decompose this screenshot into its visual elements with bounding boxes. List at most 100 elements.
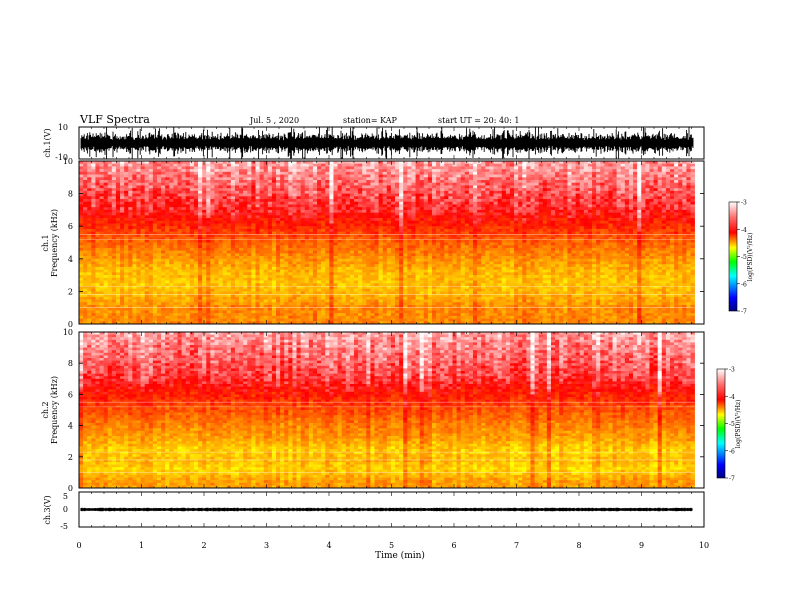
spec1-cell <box>276 199 280 202</box>
spec1-cell <box>563 202 567 205</box>
spec1-cell <box>116 164 120 167</box>
spec1-cell <box>428 202 432 205</box>
spec1-cell <box>202 191 206 194</box>
spec1-cell <box>186 191 190 194</box>
spec1-cell <box>297 175 301 178</box>
spec1-cell <box>645 196 649 199</box>
spec1-cell <box>485 202 489 205</box>
spec1-cell <box>584 164 588 167</box>
spec1-cell <box>600 185 604 188</box>
spec1-cell <box>522 175 526 178</box>
spec1-cell <box>416 164 420 167</box>
spec1-cell <box>654 164 658 167</box>
spec1-cell <box>165 166 169 169</box>
spec1-cell <box>280 180 284 183</box>
spec1-cell <box>440 175 444 178</box>
spec1-cell <box>510 183 514 186</box>
spec1-cell <box>559 199 563 202</box>
spec1-cell <box>526 188 530 191</box>
spec1-cell <box>87 169 91 172</box>
spec1-cell <box>563 185 567 188</box>
spec1-cell <box>399 194 403 197</box>
spec1-cell <box>210 191 214 194</box>
spec1-cell <box>157 194 161 197</box>
spec1-cell <box>91 202 95 205</box>
spec1-cell <box>321 194 325 197</box>
spec1-cell <box>452 202 456 205</box>
spec1-cell <box>444 169 448 172</box>
spec1-cell <box>190 166 194 169</box>
spec1-cell <box>678 191 682 194</box>
spec1-cell <box>178 183 182 186</box>
spec1-cell <box>469 188 473 191</box>
spec1-cell <box>649 188 653 191</box>
spec1-cell <box>596 196 600 199</box>
spec1-cell <box>469 177 473 180</box>
spec1-cell <box>190 164 194 167</box>
spec1-cell <box>604 175 608 178</box>
spec1-cell <box>518 199 522 202</box>
spec1-cell <box>112 188 116 191</box>
spec1-cell <box>297 172 301 175</box>
spec1-cell <box>633 183 637 186</box>
spec1-cell <box>362 196 366 199</box>
spec1-cell <box>485 169 489 172</box>
spec1-cell <box>518 185 522 188</box>
spec1-cell <box>670 180 674 183</box>
spec1-cell <box>514 188 518 191</box>
spec1-cell <box>239 180 243 183</box>
spec1-cell <box>124 202 128 205</box>
spec1-cell <box>145 175 149 178</box>
spec1-cell <box>108 175 112 178</box>
spec1-cell <box>321 169 325 172</box>
spec1-cell <box>686 180 690 183</box>
spec1-cell <box>182 177 186 180</box>
spec1-cell <box>87 172 91 175</box>
spec1-cell <box>247 188 251 191</box>
spec1-cell <box>448 196 452 199</box>
spec1-cell <box>239 185 243 188</box>
spec1-cell <box>391 194 395 197</box>
spec1-cell <box>604 164 608 167</box>
spec1-cell <box>420 164 424 167</box>
spec1-cell <box>288 164 292 167</box>
spec1-cell <box>165 191 169 194</box>
spec1-cell <box>436 194 440 197</box>
spec1-cell <box>124 188 128 191</box>
spec1-cell <box>666 183 670 186</box>
spec1-cell <box>621 169 625 172</box>
spec1-cell <box>169 188 173 191</box>
spec1-cell <box>629 169 633 172</box>
spec1-cell <box>194 177 198 180</box>
spec1-cell <box>173 196 177 199</box>
spec1-cell <box>321 175 325 178</box>
spec1-cell <box>670 172 674 175</box>
spec1-cell <box>182 175 186 178</box>
spec1-cell <box>206 177 210 180</box>
spec1-cell <box>235 180 239 183</box>
spec1-cell <box>358 172 362 175</box>
spec1-cell <box>576 172 580 175</box>
spec1-cell <box>502 196 506 199</box>
spec1-cell <box>535 172 539 175</box>
spec1-cell <box>613 188 617 191</box>
spec1-cell <box>596 183 600 186</box>
spec1-cell <box>678 185 682 188</box>
spec1-cell <box>407 177 411 180</box>
spec1-cell <box>604 196 608 199</box>
spec1-cell <box>461 188 465 191</box>
ch1-ytick-top: 10 <box>58 123 68 132</box>
spec1-cell <box>670 188 674 191</box>
spec1-cell <box>350 169 354 172</box>
spec1-cell <box>231 202 235 205</box>
spec1-cell <box>399 183 403 186</box>
spec1-cell <box>264 175 268 178</box>
spec1-cell <box>251 166 255 169</box>
spec1-cell <box>329 164 333 167</box>
spec1-cell <box>169 164 173 167</box>
spec1-cell <box>567 196 571 199</box>
spec1-cell <box>112 185 116 188</box>
spec1-cell <box>268 177 272 180</box>
spec1-cell <box>411 169 415 172</box>
spec1-cell <box>625 180 629 183</box>
